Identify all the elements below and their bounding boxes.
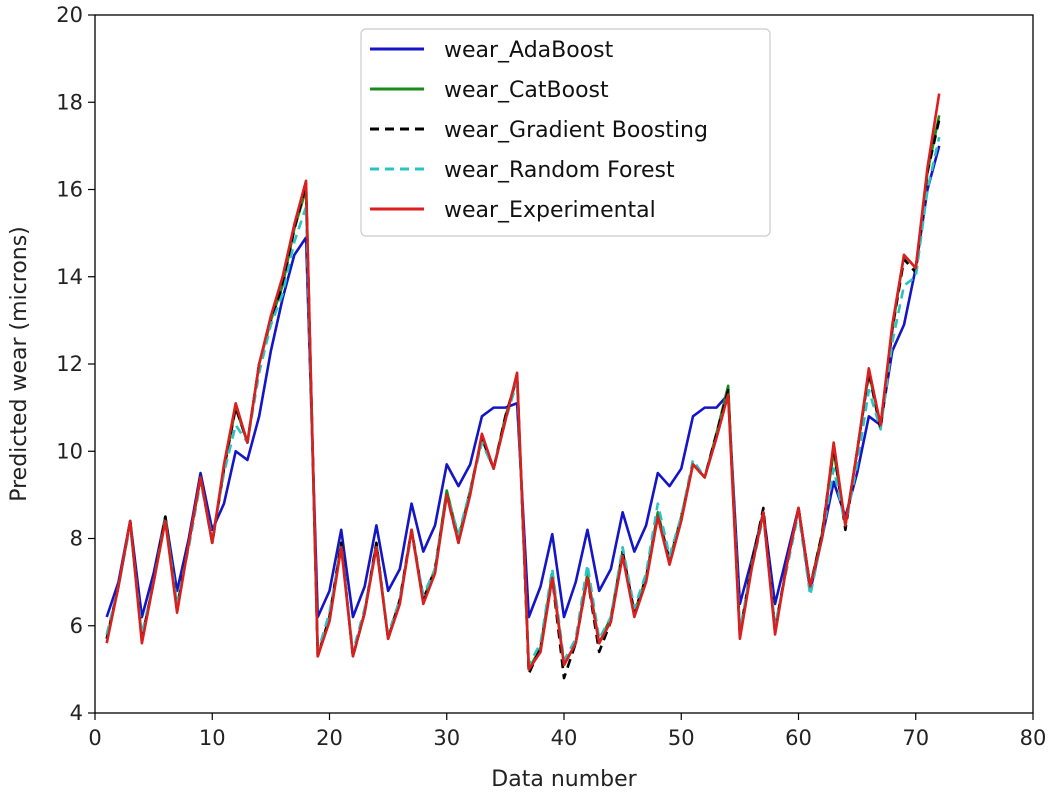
legend-label: wear_Random Forest	[444, 158, 675, 183]
x-tick-label: 20	[316, 726, 343, 750]
x-tick-label: 70	[902, 726, 929, 750]
series-layer	[105, 93, 941, 680]
y-axis: 4 6 8 10 12 14 16 18 20	[56, 3, 95, 725]
y-tick-label: 6	[70, 614, 83, 638]
y-tick-label: 10	[56, 439, 83, 463]
y-tick-label: 18	[56, 90, 83, 114]
x-tick-label: 40	[551, 726, 578, 750]
legend-box	[360, 28, 771, 237]
legend-label: wear_CatBoost	[444, 78, 609, 103]
x-tick-label: 10	[199, 726, 226, 750]
x-tick-label: 0	[88, 726, 101, 750]
y-axis-label: Predicted wear (microns)	[7, 226, 32, 502]
y-tick-label: 12	[56, 352, 83, 376]
y-tick-label: 4	[70, 701, 83, 725]
y-tick-label: 8	[70, 527, 83, 551]
legend-label: wear_AdaBoost	[444, 38, 614, 63]
x-tick-label: 50	[668, 726, 695, 750]
y-tick-label: 16	[56, 178, 83, 202]
legend-label: wear_Gradient Boosting	[444, 118, 708, 143]
series-line-wear-experimental	[105, 93, 941, 671]
x-tick-label: 30	[433, 726, 460, 750]
x-axis: 0 10 20 30 40 50 60 70 80	[88, 713, 1046, 750]
y-tick-label: 20	[56, 3, 83, 27]
y-tick-label: 14	[56, 265, 83, 289]
x-axis-label: Data number	[491, 767, 637, 792]
x-tick-label: 60	[785, 726, 812, 750]
x-tick-label: 80	[1020, 726, 1047, 750]
legend-label: wear_Experimental	[444, 198, 656, 223]
legend: wear_AdaBoost wear_CatBoost wear_Gradient …	[360, 28, 771, 237]
